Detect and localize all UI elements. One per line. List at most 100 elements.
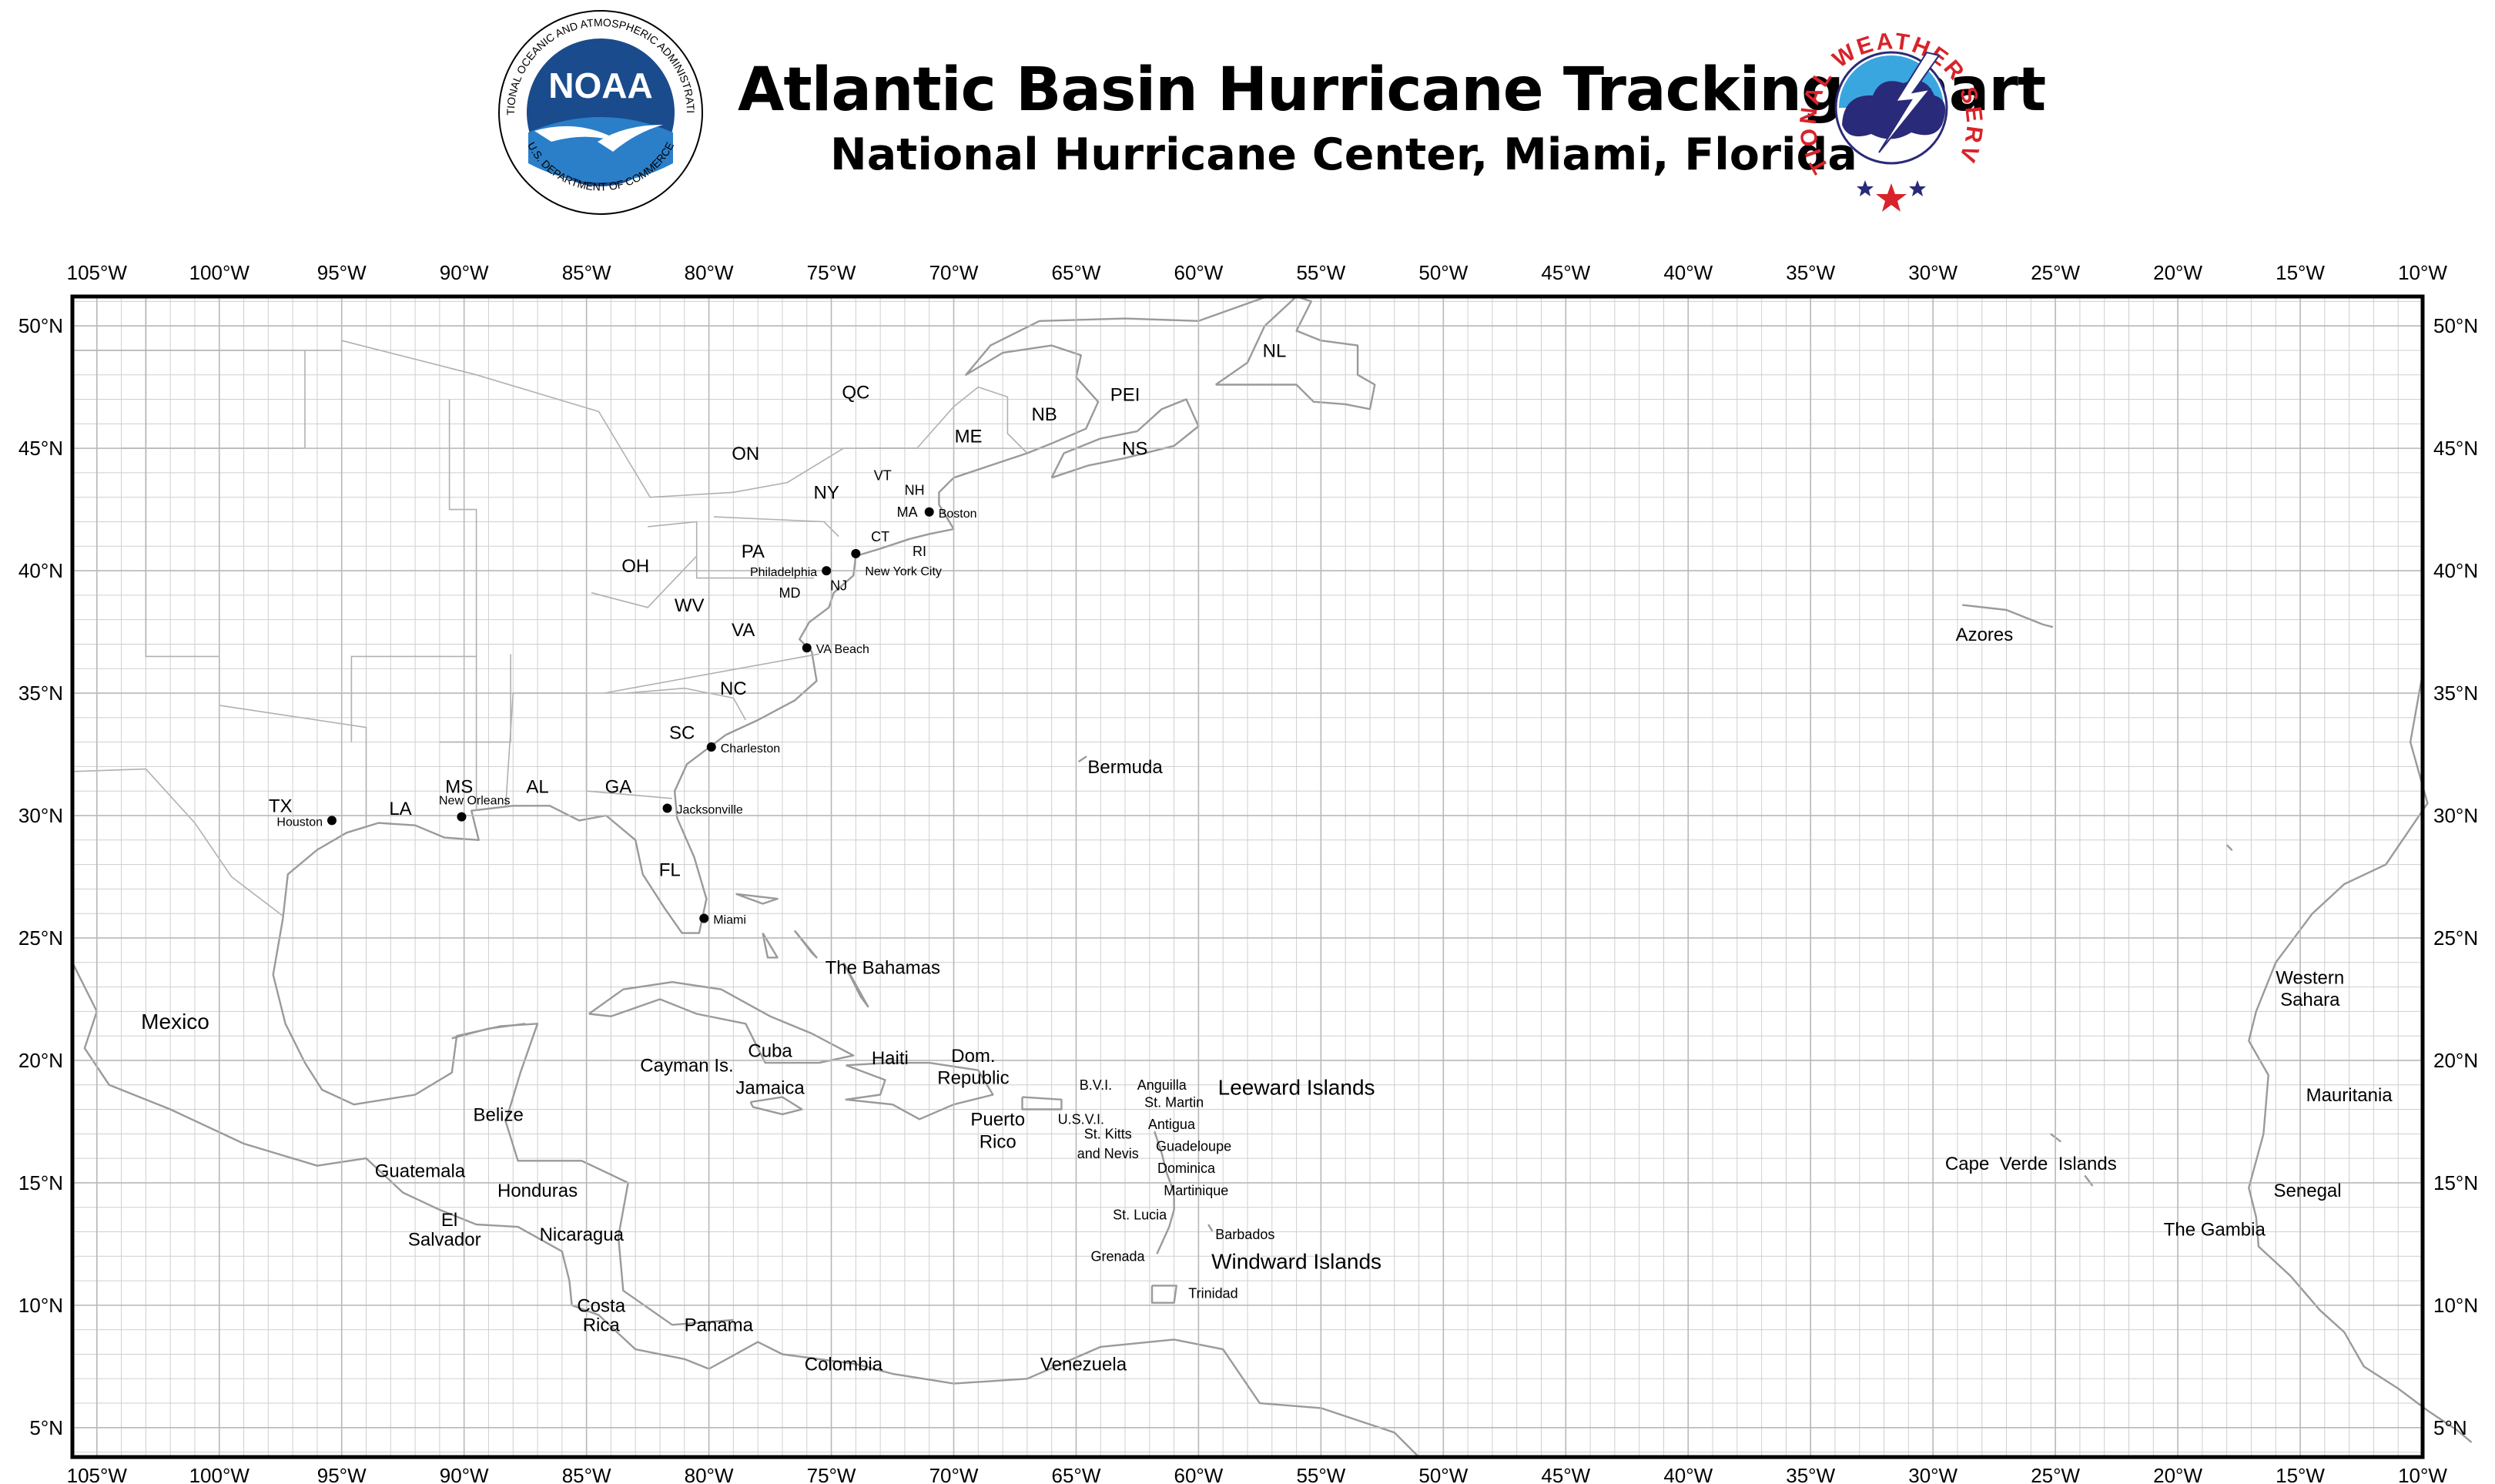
latitude-label: 25°N [18,926,63,950]
state-border [713,516,839,538]
city-dot [851,548,861,558]
place-label: NJ [830,578,847,593]
latitude-labels-left: 50°N 45°N 40°N 35°N 30°N 25°N 20°N 15°N 10°N 5°N [18,314,63,1439]
longitude-labels-top: 105°W 100°W 95°W 90°W 85°W 80°W 75°W 70°W 65°W 60… [67,261,2448,284]
nws-logo: NATIONAL WEATHER SERVICE [1788,9,1985,212]
city-dot [457,812,467,822]
puerto-rico [1021,1096,1063,1110]
longitude-labels-bottom: 105°W 100°W 95°W 90°W 85°W 80°W 75°W 70°W 65°W 60… [67,1464,2448,1484]
latitude-label: 30°N [2433,804,2478,827]
place-label: Anguilla [1137,1077,1187,1093]
latitude-label: 50°N [18,314,63,337]
place-label: Honduras [497,1181,578,1201]
bahamas-a [735,893,779,905]
city-label: Charleston [721,742,780,755]
place-label: Dom. [951,1046,995,1067]
longitude-label: 35°W [1786,1464,1835,1484]
place-label: Haiti [872,1048,909,1069]
canary-islands [2225,844,2233,851]
place-label: NL [1263,340,1287,361]
place-label: Puerto [970,1110,1025,1131]
place-label: Colombia [805,1355,883,1375]
place-label: MD [779,585,800,601]
place-label: NC [720,678,747,699]
place-label: Jamaica [735,1077,805,1098]
place-label: Barbados [1215,1227,1274,1242]
longitude-label: 65°W [1052,261,1101,284]
latitude-label: 15°N [18,1171,63,1194]
longitude-label: 65°W [1052,1464,1101,1484]
state-border [603,653,819,694]
place-label: Bermuda [1087,757,1163,778]
latitude-label: 20°N [18,1049,63,1072]
place-label: OH [621,556,649,577]
place-label: Rico [980,1131,1016,1152]
city-label: Miami [713,914,746,927]
place-label: Senegal [2274,1181,2342,1201]
longitude-label: 95°W [317,261,367,284]
place-label: NB [1031,404,1057,425]
latitude-label: 5°N [29,1416,63,1439]
state-border [448,399,477,657]
chart-title: Atlantic Basin Hurricane Tracking Chart [738,55,2046,125]
city-label: VA Beach [816,643,869,656]
place-label: Sahara [2280,990,2340,1010]
place-label: Grenada [1090,1249,1145,1265]
place-label: Martinique [1164,1183,1228,1198]
latitude-label: 45°N [2433,437,2478,460]
place-label: MS [445,776,473,797]
longitude-label: 55°W [1296,1464,1345,1484]
place-label: PEI [1110,385,1140,406]
city-label: New York City [865,565,942,578]
place-label: Dominica [1157,1161,1216,1176]
place-label: The Gambia [2164,1220,2266,1241]
latitude-label: 35°N [2433,682,2478,705]
latitude-label: 10°N [18,1294,63,1317]
longitude-label: 95°W [317,1464,367,1484]
newfoundland [1215,295,1376,410]
longitude-label: 25°W [2031,261,2080,284]
longitude-label: 15°W [2276,261,2325,284]
latitude-label: 40°N [2433,559,2478,582]
latitude-label: 45°N [18,437,63,460]
place-label: VT [874,467,892,483]
place-label: AL [526,776,548,797]
place-label: PA [742,541,765,562]
place-label: WV [675,595,705,616]
place-label: Antigua [1148,1117,1196,1132]
bahamas-d [842,962,869,1008]
longitude-label: 40°W [1663,1464,1713,1484]
place-label: Azores [1956,625,2014,645]
north-america-coastline [71,296,1420,1458]
longitude-label: 60°W [1174,261,1223,284]
longitude-label: 10°W [2398,261,2447,284]
longitude-label: 45°W [1541,1464,1590,1484]
city-dot [662,803,672,813]
place-label: Western [2276,967,2344,988]
tracking-map: 105°W 100°W 95°W 90°W 85°W 80°W 75°W 70°W 65°W 60… [18,261,2478,1484]
city-dot [699,913,709,923]
place-label: NS [1122,439,1147,460]
cape-verde-b [2084,1174,2094,1187]
longitude-label: 105°W [67,1464,128,1484]
noaa-logo: NOAA NATIONAL OCEANIC AND ATMOSPHERIC AD… [497,9,703,215]
place-label: ON [732,444,759,464]
longitude-label: 25°W [2031,1464,2080,1484]
place-label: Trinidad [1188,1285,1237,1301]
latitude-label: 10°N [2433,1294,2478,1317]
longitude-label: 30°W [1908,1464,1957,1484]
state-border [350,655,477,811]
city-markers: Boston New York City Philadelphia VA Beach C… [276,507,977,927]
city-dot [924,507,934,517]
noaa-wordmark: NOAA [548,65,652,106]
place-label: The Bahamas [826,958,940,979]
place-label: St. Lucia [1113,1208,1167,1223]
place-label: Venezuela [1040,1355,1127,1375]
state-border [591,555,698,608]
longitude-label: 10°W [2398,1464,2447,1484]
hispaniola [845,1061,994,1121]
place-label: NY [814,483,839,504]
latitude-label: 30°N [18,804,63,827]
place-label: Cuba [748,1041,792,1062]
longitude-label: 100°W [189,1464,250,1484]
